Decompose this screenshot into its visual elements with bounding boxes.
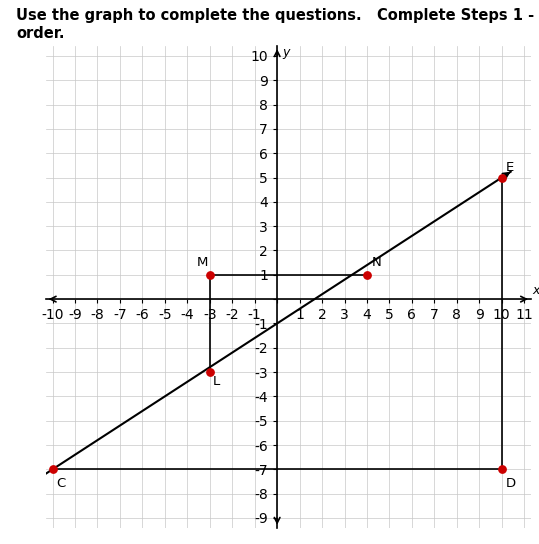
Point [497, 173, 506, 182]
Text: N: N [371, 256, 381, 269]
Point [205, 270, 214, 279]
Point [49, 465, 57, 474]
Text: C: C [56, 477, 65, 490]
Text: M: M [196, 256, 208, 269]
Point [205, 368, 214, 376]
Text: y: y [283, 46, 290, 59]
Text: order.: order. [16, 26, 65, 41]
Text: Use the graph to complete the questions.   Complete Steps 1 - 8 in: Use the graph to complete the questions.… [16, 8, 539, 23]
Point [363, 270, 371, 279]
Text: x: x [532, 284, 539, 297]
Point [497, 465, 506, 474]
Text: L: L [213, 375, 220, 388]
Text: E: E [506, 161, 514, 174]
Text: D: D [506, 477, 516, 490]
